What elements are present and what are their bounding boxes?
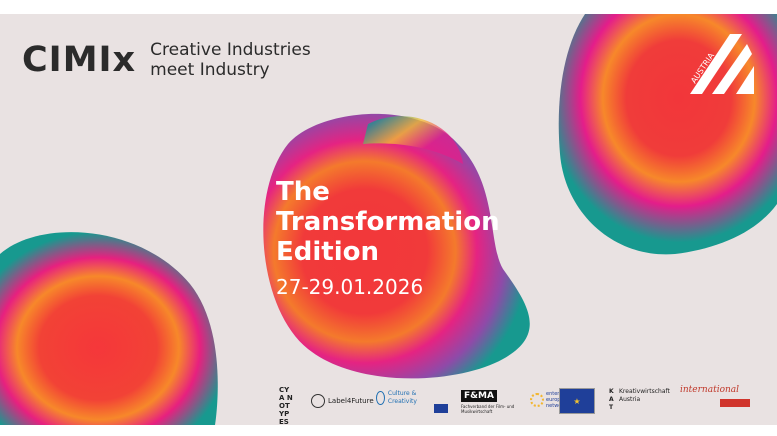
title-line-2: Transformation	[276, 207, 500, 237]
star-ring-icon	[530, 393, 544, 407]
event-date: 27-29.01.2026	[276, 275, 424, 299]
culture-creativity-logo: Culture & Creativity	[376, 390, 422, 406]
center-gradient-blob	[263, 113, 530, 379]
tagline-line-1: Creative Industries	[150, 40, 311, 60]
label4future-icon	[311, 394, 325, 408]
culture-creativity-icon	[376, 391, 385, 405]
international-badge-icon	[720, 399, 750, 407]
title-line-1: The	[276, 177, 330, 207]
brand-tagline: Creative Industries meet Industry	[150, 40, 311, 80]
brand-logo: CIMIx	[22, 40, 137, 80]
enterprise-europe-network-logo: enterprise europe network	[530, 391, 572, 409]
austria-a-logo-icon: AUSTRIA	[689, 34, 754, 94]
event-title: The Transformation Edition	[276, 177, 500, 267]
label4future-logo: Label4Future	[311, 394, 374, 408]
international-logo: international	[680, 385, 750, 407]
tagline-line-2: meet Industry	[150, 60, 270, 80]
eu-flag-icon: ★	[559, 388, 595, 414]
cyanotypes-logo: CYA NOT YPES	[279, 386, 293, 425]
banner: CIMIx Creative Industries meet Industry …	[0, 14, 777, 425]
brand-lockup: CIMIx Creative Industries meet Industry	[22, 40, 311, 80]
fama-logo: F&MA Fachverband der Film- und Musikwirt…	[461, 390, 515, 414]
international-script: international	[680, 385, 740, 395]
title-line-3: Edition	[276, 237, 379, 267]
left-gradient-blob	[0, 232, 218, 425]
eu-flag-small-icon	[434, 404, 448, 413]
top-right-gradient-blob	[558, 14, 777, 255]
